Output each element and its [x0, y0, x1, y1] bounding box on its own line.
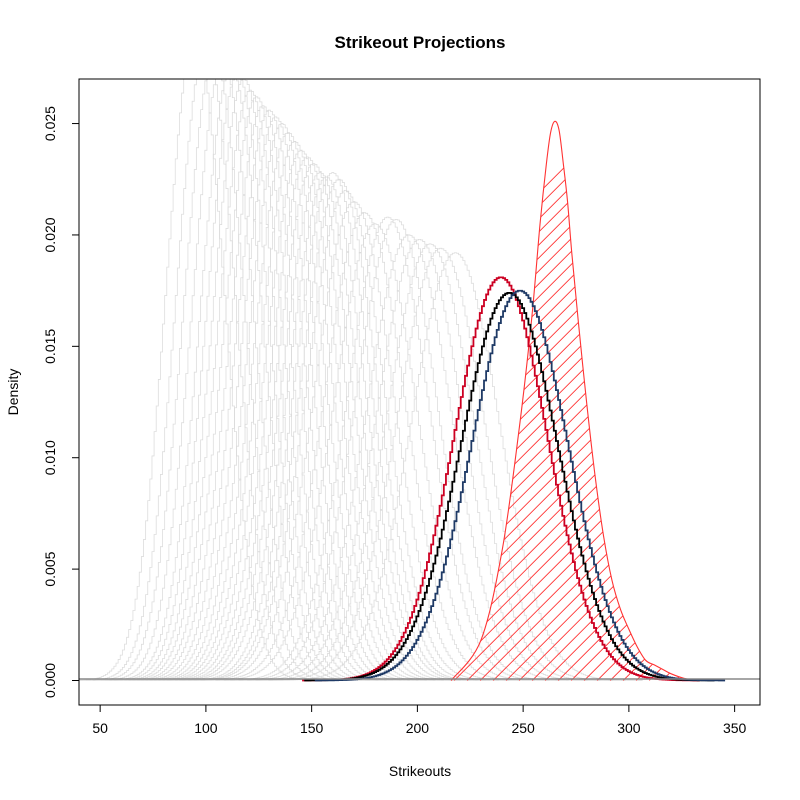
- background-curve-18: [162, 172, 478, 681]
- hatch-line: [701, 80, 800, 680]
- background-curve-31: [255, 247, 626, 681]
- hatch-line: [451, 121, 697, 681]
- background-curve-17: [158, 163, 470, 681]
- x-tick-label: 100: [194, 720, 218, 736]
- hatch-line: [466, 121, 697, 681]
- background-curve-0: [79, 79, 320, 681]
- background-curve-22: [181, 189, 510, 681]
- chart-title: Strikeout Projections: [335, 33, 506, 52]
- hatch-line: [451, 121, 697, 681]
- hatch-line: [714, 80, 800, 680]
- background-curve-16: [154, 156, 461, 681]
- hatch-line: [451, 121, 697, 681]
- background-curve-23: [187, 201, 520, 681]
- background-curve-24: [194, 212, 535, 681]
- background-curve-27: [223, 218, 569, 681]
- background-curve-8: [120, 96, 394, 681]
- hatch-line: [661, 121, 697, 681]
- hatch-line: [609, 121, 697, 681]
- highlight-hatch: [451, 80, 800, 681]
- hatch-line: [451, 121, 697, 681]
- background-curve-25: [200, 223, 550, 681]
- projection-series-0: [302, 276, 700, 682]
- background-curve-20: [175, 172, 491, 681]
- background-curve-21: [179, 178, 499, 681]
- hatch-line: [596, 121, 697, 681]
- background-curve-5: [105, 79, 370, 681]
- hatch-line: [451, 121, 697, 681]
- x-tick-label: 50: [92, 720, 108, 736]
- background-curve-2: [86, 79, 343, 681]
- hatch-line: [583, 121, 697, 681]
- background-curve-9: [124, 105, 402, 681]
- hatch-line: [687, 121, 697, 681]
- background-curve-7: [113, 89, 387, 681]
- hatch-line: [451, 121, 697, 681]
- y-tick-label: 0.025: [42, 106, 58, 141]
- hatch-line: [451, 121, 691, 681]
- hatch-line: [451, 121, 697, 681]
- background-curve-3: [92, 79, 353, 681]
- x-tick-label: 350: [723, 720, 747, 736]
- hatch-line: [570, 121, 697, 681]
- hatch-line: [451, 121, 697, 681]
- y-axis-label: Density: [5, 369, 21, 416]
- hatch-line: [674, 121, 697, 681]
- background-curve-15: [149, 149, 453, 681]
- hatch-line: [451, 121, 697, 681]
- highlight-density-layer: [450, 80, 800, 682]
- x-tick-label: 300: [617, 720, 641, 736]
- y-tick-label: 0.020: [42, 217, 58, 252]
- background-curve-12: [137, 123, 427, 681]
- hatch-line: [451, 121, 697, 681]
- background-curve-26: [215, 216, 561, 681]
- highlight-density-curve: [450, 120, 697, 682]
- background-curve-1: [80, 79, 332, 681]
- hatch-line: [622, 121, 697, 681]
- hatch-line: [635, 121, 697, 681]
- hatch-line: [451, 121, 697, 681]
- main-projection-series: [302, 276, 726, 682]
- hatch-line: [451, 121, 697, 681]
- hatch-line: [557, 121, 697, 681]
- hatch-line: [451, 121, 665, 681]
- y-tick-label: 0.000: [42, 663, 58, 698]
- hatch-line: [451, 121, 697, 681]
- x-tick-label: 200: [406, 720, 430, 736]
- background-projections: [79, 79, 643, 681]
- background-curve-4: [101, 79, 362, 681]
- hatch-line: [451, 121, 697, 681]
- hatch-line: [451, 121, 697, 681]
- y-tick-label: 0.015: [42, 329, 58, 364]
- x-axis: 50 100 150 200 250 300 350: [92, 704, 747, 736]
- hatch-line: [451, 121, 697, 681]
- hatch-line: [451, 121, 697, 681]
- background-curve-32: [268, 252, 643, 681]
- background-curve-30: [247, 243, 614, 681]
- background-curve-10: [128, 109, 410, 681]
- hatch-line: [648, 121, 697, 681]
- background-curve-6: [109, 79, 379, 681]
- hatch-line: [451, 121, 652, 681]
- y-tick-label: 0.010: [42, 440, 58, 475]
- hatch-line: [451, 121, 697, 681]
- background-curve-14: [145, 140, 444, 681]
- hatch-line: [505, 121, 697, 681]
- y-axis: 0.000 0.005 0.010 0.015 0.020 0.025: [42, 106, 80, 698]
- y-tick-label: 0.005: [42, 551, 58, 586]
- hatch-line: [451, 121, 697, 681]
- background-curve-29: [238, 239, 601, 681]
- projection-series-1: [304, 292, 715, 682]
- background-curve-11: [132, 116, 419, 681]
- x-tick-label: 150: [300, 720, 324, 736]
- x-tick-label: 250: [511, 720, 535, 736]
- hatch-line: [453, 121, 697, 681]
- background-curve-19: [166, 176, 487, 681]
- x-axis-label: Strikeouts: [389, 763, 451, 779]
- hatch-line: [492, 121, 697, 681]
- hatch-line: [479, 121, 697, 681]
- projection-series-2: [314, 289, 726, 682]
- hatch-line: [451, 121, 678, 681]
